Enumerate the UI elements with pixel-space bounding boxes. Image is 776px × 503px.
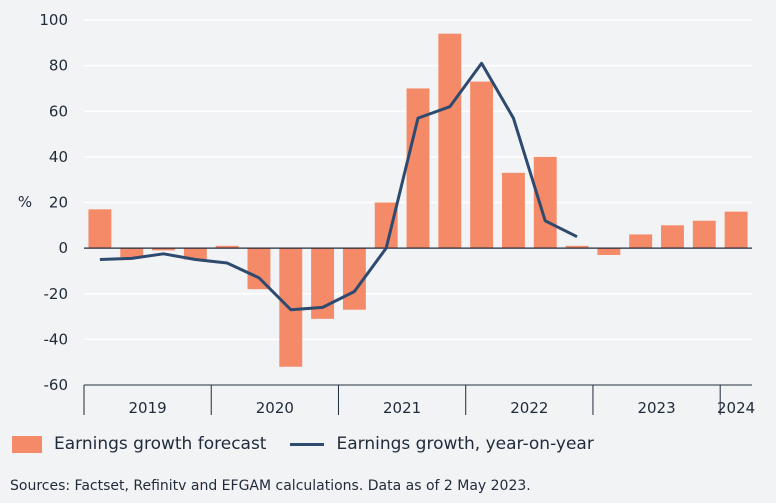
x-tick-label: 2023 [637,399,675,417]
forecast-bar [724,211,748,249]
forecast-bar [661,225,684,249]
forecast-bar [152,248,175,251]
forecast-bar [215,245,239,249]
yoy-line [99,61,578,312]
forecast-bar [406,88,430,249]
forecast-bar [311,248,335,319]
x-tick-label: 2021 [383,399,421,417]
legend-line-swatch [290,442,325,446]
y-tick-label: -20 [44,285,69,303]
forecast-bar [565,245,589,249]
legend-item-forecast: Earnings growth forecast [12,434,266,454]
forecast-bar [120,248,144,258]
legend-line-label: Earnings growth, year-on-year [336,434,594,454]
y-tick-label: 20 [49,194,68,212]
x-tick-label: 2024 [717,399,755,417]
bars-layer [88,33,748,367]
y-tick-label: 100 [39,11,68,29]
y-tick-label: 80 [49,57,68,75]
forecast-bar [470,81,494,249]
legend-bar-label: Earnings growth forecast [54,434,267,454]
legend-item-yoy: Earnings growth, year-on-year [290,434,594,454]
x-tick-label: 2022 [510,399,548,417]
earnings-growth-chart: -60 -40 -20 0 20 40 60 80 100 2019 2020 2021 2022 202… [18,11,755,417]
forecast-bar [692,220,716,249]
y-tick-label: -60 [44,376,69,394]
source-note: Sources: Factset, Refinitv and EFGAM cal… [10,478,531,494]
line-layer [99,61,578,312]
forecast-bar [88,209,112,249]
y-tick-label: 40 [49,148,68,166]
forecast-bar [501,172,525,249]
x-tick-label: 2020 [256,399,294,417]
forecast-bar [183,248,207,260]
axis-layer: -60 -40 -20 0 20 40 60 80 100 2019 2020 2021 2022 202… [39,11,755,417]
forecast-bar [279,248,303,367]
y-tick-label: 0 [58,239,68,257]
forecast-bar [438,33,462,249]
forecast-bar [533,156,557,249]
x-tick-label: 2019 [129,399,167,417]
legend-bar-swatch [12,435,42,453]
y-tick-label: 60 [49,102,68,120]
legend: Earnings growth forecast Earnings growth… [12,434,618,454]
y-tick-label: -40 [44,330,69,348]
forecast-bar [374,202,398,249]
forecast-bar [629,234,653,249]
y-axis-label: % [18,193,32,211]
forecast-bar [597,248,621,255]
forecast-bar [247,248,271,290]
